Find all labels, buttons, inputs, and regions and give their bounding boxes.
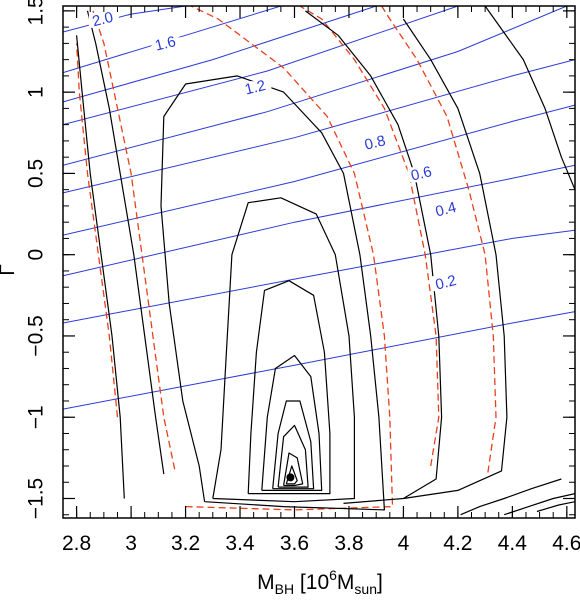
confidence-contour-12 bbox=[460, 478, 562, 516]
y-tick-label: −1 bbox=[25, 405, 48, 429]
marginal-contours bbox=[75, 6, 497, 511]
y-axis-title: Γ bbox=[0, 264, 19, 276]
y-tick-label: −0.5 bbox=[25, 315, 48, 356]
x-tick-label: 4 bbox=[398, 532, 410, 555]
confidence-contour-0 bbox=[76, 35, 125, 499]
confidence-contour-6 bbox=[272, 400, 315, 490]
confidence-contour-5 bbox=[261, 354, 323, 491]
marginal-contour-3 bbox=[299, 6, 440, 467]
x-tick-label: 3 bbox=[125, 532, 137, 555]
auxiliary-contour-9 bbox=[63, 311, 575, 410]
confidence-contour-8 bbox=[283, 452, 304, 487]
contour-label-9: 0.2 bbox=[434, 272, 458, 294]
confidence-contours bbox=[76, 6, 575, 516]
contour-label-0: 2.0 bbox=[91, 9, 115, 31]
confidence-contour-9 bbox=[285, 465, 298, 485]
auxiliary-contours bbox=[63, 6, 575, 410]
confidence-contour-14 bbox=[536, 501, 575, 513]
confidence-contour-11 bbox=[402, 18, 508, 500]
contour-label-7: 0.6 bbox=[409, 163, 433, 185]
confidence-contour-13 bbox=[504, 493, 575, 516]
marginal-contour-0 bbox=[75, 43, 119, 418]
contour-label-bg-7 bbox=[407, 167, 438, 183]
y-tick-label: 1 bbox=[25, 86, 48, 98]
auxiliary-contour-0 bbox=[63, 6, 186, 33]
contour-label-bg-9 bbox=[432, 276, 462, 292]
contour-label-8: 0.4 bbox=[434, 199, 458, 221]
x-tick-label: 4.4 bbox=[498, 532, 528, 555]
contour-label-bg-0 bbox=[88, 12, 119, 28]
auxiliary-contour-4 bbox=[63, 6, 567, 166]
x-tick-label: 3.2 bbox=[171, 532, 200, 555]
best-fit-point bbox=[286, 473, 295, 482]
confidence-contour-10 bbox=[305, 10, 443, 504]
x-tick-label: 2.8 bbox=[62, 532, 91, 555]
marginal-contour-2 bbox=[185, 6, 394, 511]
marginal-contour-4 bbox=[381, 6, 497, 473]
x-tick-labels: 2.8 3 3.2 3.4 3.6 3.8 4 4.2 4.4 4.6 bbox=[62, 532, 580, 555]
auxiliary-contour-5 bbox=[63, 59, 575, 194]
confidence-contour-4 bbox=[247, 280, 331, 495]
y-tick-labels: −1.5 −1 −0.5 0 0.5 1 1.5 bbox=[25, 0, 48, 519]
y-tick-label: 0.5 bbox=[25, 159, 48, 188]
contour-label-6: 0.8 bbox=[363, 132, 387, 154]
x-tick-label: 4.2 bbox=[443, 532, 472, 555]
auxiliary-contour-8 bbox=[63, 229, 575, 324]
auxiliary-contour-6 bbox=[63, 104, 575, 236]
y-tick-label: 1.5 bbox=[25, 0, 48, 25]
x-tick-label: 3.6 bbox=[280, 532, 309, 555]
confidence-contour-7 bbox=[277, 424, 309, 488]
contour-label-bg-2 bbox=[151, 37, 182, 53]
contour-label-bg-8 bbox=[432, 203, 462, 219]
contour-label-4: 1.2 bbox=[243, 77, 267, 99]
x-tick-label: 4.6 bbox=[552, 532, 580, 555]
axis-ticks bbox=[63, 6, 575, 518]
auxiliary-contour-7 bbox=[63, 164, 575, 277]
marginal-contour-1 bbox=[92, 10, 176, 470]
plot-frame bbox=[62, 5, 576, 519]
confidence-contour-3 bbox=[212, 197, 355, 503]
x-tick-label: 3.4 bbox=[225, 532, 255, 555]
contour-label-bg-4 bbox=[241, 81, 272, 97]
contour-label-bg-6 bbox=[361, 136, 392, 152]
confidence-contour-1 bbox=[86, 10, 165, 475]
contour-labels: 2.0 1.6 1.2 0.8 0.60.4 0.2 bbox=[88, 9, 462, 294]
confidence-contour-2 bbox=[160, 75, 385, 511]
auxiliary-contour-1 bbox=[63, 6, 282, 74]
x-tick-label: 3.8 bbox=[334, 532, 363, 555]
y-tick-label: −1.5 bbox=[25, 478, 48, 519]
auxiliary-contour-3 bbox=[63, 6, 459, 126]
confidence-contour-15 bbox=[484, 6, 575, 190]
y-tick-label: 0 bbox=[25, 249, 48, 261]
contour-label-2: 1.6 bbox=[153, 33, 177, 55]
x-axis-title: MBH [106Msun] bbox=[257, 567, 383, 597]
